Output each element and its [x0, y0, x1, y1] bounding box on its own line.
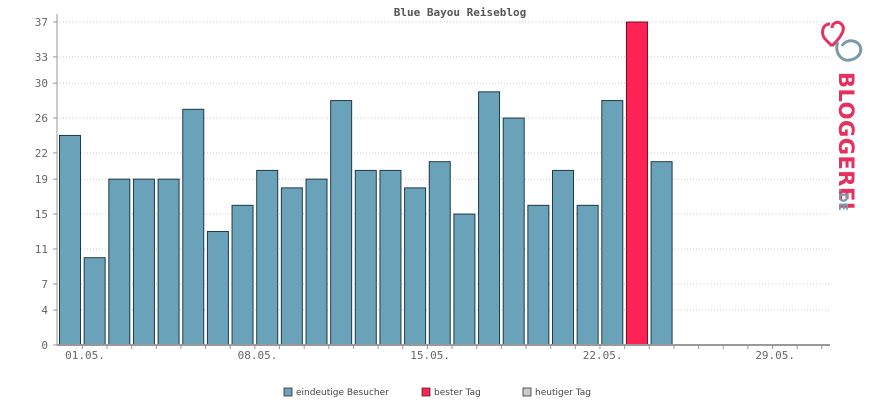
y-tick-label: 0: [41, 339, 48, 352]
heart-icon: [821, 20, 863, 62]
bar-best-day: [625, 21, 648, 346]
y-tick-label: 30: [35, 77, 48, 90]
y-tick-label: 19: [35, 173, 48, 186]
bar: [256, 169, 279, 346]
bar: [404, 187, 427, 346]
y-tick-label: 4: [41, 304, 48, 317]
bar: [502, 117, 525, 346]
x-tick-label: 29.05.: [755, 349, 795, 362]
bar: [59, 134, 81, 346]
bar: [330, 100, 353, 346]
bar: [552, 169, 574, 346]
legend-label: heutiger Tag: [535, 388, 591, 398]
legend-label: bester Tag: [434, 388, 481, 398]
y-tick-label: 11: [35, 243, 48, 256]
y-tick-label: 22: [35, 147, 48, 160]
x-tick-label: 15.05.: [410, 349, 450, 362]
legend-label: eindeutige Besucher: [296, 388, 389, 398]
bar: [428, 161, 451, 346]
x-tick-label: 08.05.: [238, 349, 278, 362]
bar: [132, 178, 155, 346]
bar: [650, 161, 673, 346]
x-tick-label: 22.05.: [583, 349, 623, 362]
logo-text: BLOGGEREI: [834, 72, 858, 210]
y-tick-label: 37: [35, 16, 48, 29]
bar: [157, 178, 180, 346]
bar: [305, 178, 328, 346]
bar: [379, 169, 402, 346]
bar: [231, 204, 254, 346]
y-tick-label: 33: [35, 51, 48, 64]
bar: [354, 169, 377, 346]
legend: eindeutige Besucher bester Tag heutiger Ta…: [283, 387, 591, 398]
bar: [206, 231, 229, 346]
y-tick-label: 15: [35, 208, 48, 221]
bar: [83, 257, 106, 346]
bar: [280, 187, 303, 346]
y-tick-label: 26: [35, 112, 48, 125]
legend-swatch: [421, 387, 431, 397]
bloggerei-logo: BLOGGEREI .DE: [821, 20, 863, 211]
axes: 0 4 7 11 15 19 22 26 30 33 37 01.05. 08.05. 15.05. 22.…: [35, 14, 830, 362]
bar: [576, 204, 599, 346]
bar: [527, 204, 550, 346]
legend-swatch: [522, 387, 532, 397]
bar: [453, 213, 476, 346]
legend-swatch: [283, 387, 293, 397]
bar: [478, 91, 501, 346]
x-tick-label: 01.05.: [65, 349, 105, 362]
y-tick-label: 7: [41, 278, 48, 291]
bar: [108, 178, 131, 346]
bar: [601, 100, 624, 346]
bars: [59, 21, 673, 346]
bar: [182, 108, 205, 346]
logo-suffix: .DE: [836, 188, 850, 211]
chart-title: Blue Bayou Reiseblog: [394, 6, 526, 19]
